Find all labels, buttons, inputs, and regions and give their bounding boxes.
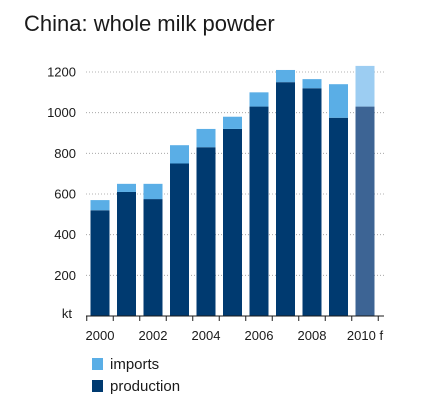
x-tick-label-2002: 2002 xyxy=(139,328,168,343)
bar-imports-2004 xyxy=(196,128,216,148)
y-axis-unit-label: kt xyxy=(62,306,73,321)
bar-imports-2002 xyxy=(143,183,163,200)
bar-production-2007 xyxy=(276,82,295,317)
bar-production-2002 xyxy=(143,199,163,316)
bar-imports-2010-f xyxy=(355,65,375,107)
bar-production-2003 xyxy=(170,163,189,316)
bar-production-2005 xyxy=(223,128,242,316)
axis-layer: 200 400 600 800 1000 1200 2000 2002 2004 2006 2008… xyxy=(47,65,384,343)
y-tick-label-1200: 1200 xyxy=(47,65,76,80)
bar-production-2008 xyxy=(302,88,322,317)
x-tick-label-2004: 2004 xyxy=(192,328,221,343)
x-tick-label-2000: 2000 xyxy=(86,328,115,343)
bar-imports-2007 xyxy=(276,69,295,83)
bar-imports-2009 xyxy=(329,84,348,118)
x-tick-label-2010-f: 2010 f xyxy=(347,328,384,343)
legend: imports production xyxy=(92,356,180,395)
bar-production-2004 xyxy=(196,147,216,316)
bar-imports-2005 xyxy=(223,116,242,129)
x-tick-label-2006: 2006 xyxy=(245,328,274,343)
bar-production-2009 xyxy=(329,117,348,316)
bar-imports-2000 xyxy=(90,200,110,211)
chart-title: China: whole milk powder xyxy=(24,11,275,36)
legend-label-production: production xyxy=(110,378,180,395)
bar-imports-2008 xyxy=(302,79,322,89)
y-tick-label-200: 200 xyxy=(54,268,76,283)
bar-imports-2001 xyxy=(117,183,136,192)
bar-production-2010-f xyxy=(355,106,375,316)
bar-imports-2006 xyxy=(249,92,269,107)
legend-swatch-imports xyxy=(92,358,103,370)
bar-production-2006 xyxy=(249,106,269,316)
bars-layer xyxy=(90,65,375,317)
bar-imports-2003 xyxy=(170,145,189,164)
y-tick-label-600: 600 xyxy=(54,187,76,202)
legend-swatch-production xyxy=(92,380,103,392)
legend-label-imports: imports xyxy=(110,356,159,373)
bar-production-2000 xyxy=(90,210,110,316)
bar-production-2001 xyxy=(117,191,136,316)
x-tick-label-2008: 2008 xyxy=(298,328,327,343)
y-tick-label-800: 800 xyxy=(54,146,76,161)
y-tick-label-1000: 1000 xyxy=(47,105,76,120)
y-tick-label-400: 400 xyxy=(54,227,76,242)
